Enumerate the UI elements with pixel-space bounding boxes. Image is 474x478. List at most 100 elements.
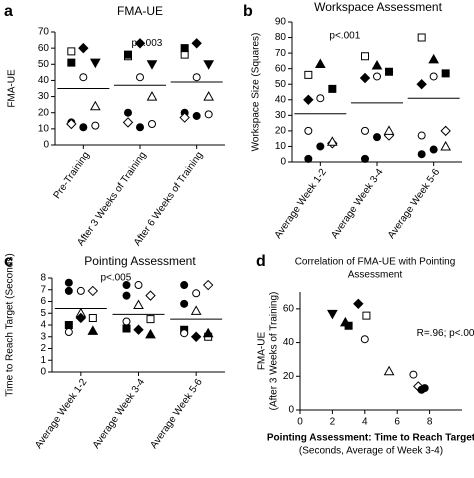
x-axis-label: (Seconds, Average of Week 3-4) <box>299 446 443 457</box>
panel-title: Correlation of FMA-UE with Pointing <box>295 257 456 268</box>
data-point <box>203 60 215 70</box>
x-tick-label: 6 <box>394 417 400 428</box>
data-point <box>204 110 213 119</box>
panel-label: d <box>256 253 266 270</box>
data-point <box>440 140 452 151</box>
data-point <box>146 315 155 324</box>
y-tick-label: 70 <box>275 48 287 59</box>
y-axis-label: FMA-UE <box>7 69 18 108</box>
y-tick-label: 1 <box>40 355 46 366</box>
panel-label: c <box>4 253 13 270</box>
data-point <box>87 285 99 297</box>
y-tick-label: 90 <box>275 17 287 28</box>
data-point <box>89 100 101 111</box>
data-point <box>124 50 132 59</box>
data-point <box>385 67 393 76</box>
y-tick-label: 2 <box>40 343 46 354</box>
x-tick-label: Pre-Training <box>52 150 92 201</box>
data-point <box>145 328 156 339</box>
data-point <box>89 58 101 69</box>
data-point <box>191 38 202 49</box>
y-tick-label: 20 <box>283 371 295 382</box>
data-point <box>328 84 337 93</box>
data-point <box>133 299 144 310</box>
data-point <box>441 69 450 78</box>
data-point <box>122 281 131 290</box>
data-point <box>180 281 189 290</box>
data-point <box>371 60 383 70</box>
x-tick-label: Average Week 5-6 <box>148 377 205 451</box>
data-point <box>180 329 189 338</box>
annotation: p<.005 <box>100 273 131 284</box>
data-point <box>192 289 201 298</box>
data-point <box>353 298 364 310</box>
data-point <box>122 324 131 333</box>
panel-label: a <box>4 3 13 20</box>
data-point <box>361 154 370 163</box>
y-axis-label: FMA-UE <box>257 332 268 371</box>
data-point <box>202 327 214 338</box>
y-tick-label: 8 <box>40 273 46 284</box>
y-tick-label: 6 <box>40 296 46 307</box>
annotation: p<.003 <box>132 38 163 49</box>
panel-title: Workspace Assessment <box>314 0 442 14</box>
x-tick-label: 8 <box>427 417 433 428</box>
data-point <box>67 47 76 56</box>
data-point <box>79 73 88 82</box>
data-point <box>417 33 426 42</box>
data-point <box>146 60 158 70</box>
data-point <box>122 117 134 128</box>
data-point <box>440 125 451 137</box>
y-tick-label: 50 <box>38 59 50 70</box>
data-point <box>304 126 313 135</box>
data-point <box>428 53 440 64</box>
y-tick-label: 0 <box>280 157 286 168</box>
panel-label: b <box>243 3 253 20</box>
data-point <box>180 44 189 53</box>
x-tick-label: Average Week 1-2 <box>33 377 90 451</box>
data-point <box>133 324 144 335</box>
x-tick-label: 4 <box>362 417 368 428</box>
data-point <box>146 91 158 101</box>
data-point <box>304 70 313 79</box>
data-point <box>344 321 353 330</box>
y-tick-label: 30 <box>275 110 287 121</box>
data-point <box>190 331 202 342</box>
data-point <box>88 313 97 322</box>
data-point <box>373 72 382 81</box>
data-point <box>314 58 326 68</box>
data-point <box>64 321 73 329</box>
y-tick-label: 80 <box>275 32 287 43</box>
data-point <box>360 335 369 344</box>
y-tick-label: 60 <box>283 303 295 314</box>
data-point <box>416 79 427 90</box>
data-point <box>134 38 146 49</box>
data-point <box>361 126 370 135</box>
x-tick-label: Average Week 1-2 <box>273 167 330 241</box>
data-point <box>79 123 88 132</box>
data-point <box>417 150 426 159</box>
data-point <box>179 112 190 123</box>
data-point <box>136 123 145 132</box>
y-tick-label: 20 <box>275 126 287 137</box>
data-point <box>359 72 371 84</box>
panel-title: FMA-UE <box>117 4 163 18</box>
data-point <box>76 286 85 295</box>
x-axis-label: Pointing Assessment: Time to Reach Targe… <box>267 433 474 444</box>
data-point <box>67 58 76 67</box>
y-tick-label: 40 <box>38 75 50 86</box>
y-tick-label: 3 <box>40 331 46 342</box>
y-tick-label: 60 <box>275 63 287 74</box>
data-point <box>91 121 100 130</box>
y-tick-label: 7 <box>40 284 46 295</box>
x-tick-label: 2 <box>330 417 336 428</box>
data-point <box>78 42 89 54</box>
y-tick-label: 4 <box>40 320 46 331</box>
data-point <box>420 384 429 393</box>
y-tick-label: 50 <box>275 79 287 90</box>
data-point <box>192 73 201 82</box>
y-tick-label: 10 <box>38 123 50 134</box>
data-point <box>303 94 314 105</box>
data-point <box>202 279 214 291</box>
